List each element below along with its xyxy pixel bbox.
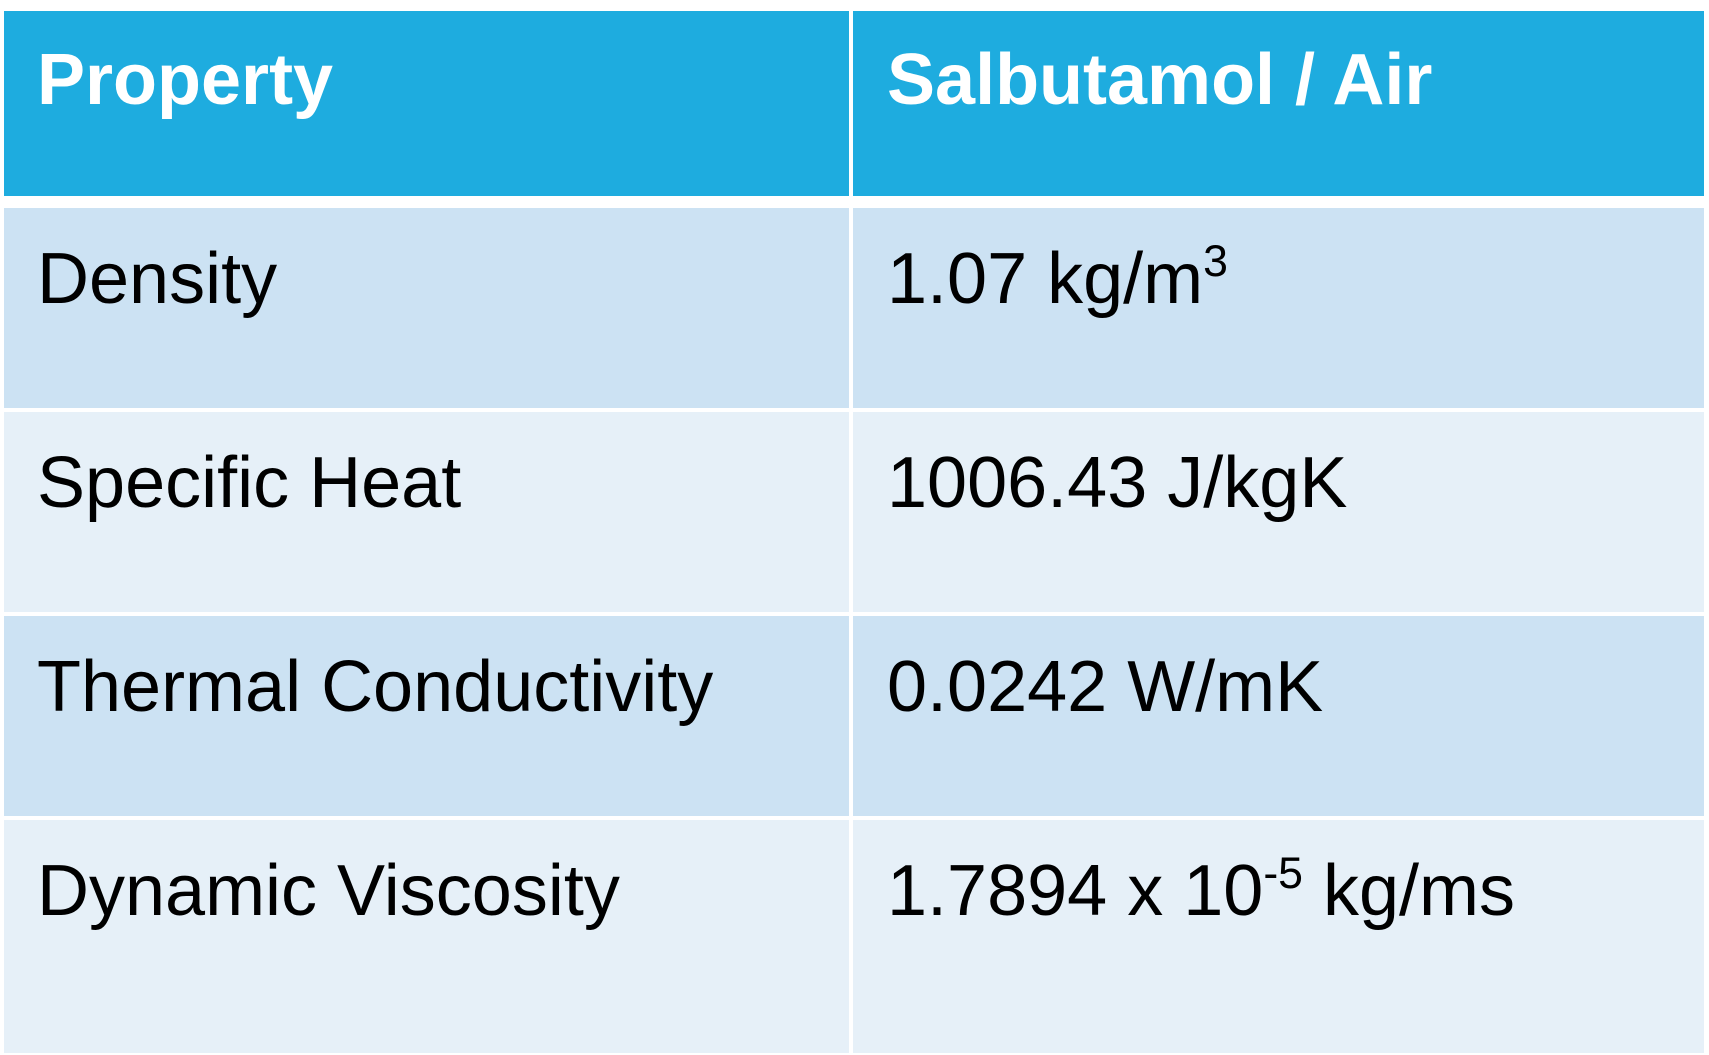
header-property: Property	[4, 11, 853, 208]
cell-value-specific-heat: 1006.43 J/kgK	[853, 412, 1704, 616]
value-superscript: 3	[1203, 236, 1228, 286]
value-base: 1006.43 J/kgK	[887, 443, 1348, 523]
value-base: 0.0242 W/mK	[887, 647, 1324, 727]
value-base: 1.7894 x 10	[887, 851, 1264, 931]
cell-property-density: Density	[4, 208, 853, 412]
cell-value-thermal-conductivity: 0.0242 W/mK	[853, 616, 1704, 820]
cell-property-thermal-conductivity: Thermal Conductivity	[4, 616, 853, 820]
cell-value-dynamic-viscosity: 1.7894 x 10-5 kg/ms	[853, 820, 1704, 1053]
value-tail: kg/ms	[1303, 851, 1516, 931]
cell-property-dynamic-viscosity: Dynamic Viscosity	[4, 820, 853, 1053]
cell-property-specific-heat: Specific Heat	[4, 412, 853, 616]
properties-table: Property Salbutamol / Air Density 1.07 k…	[4, 11, 1704, 1053]
value-base: 1.07 kg/m	[887, 239, 1204, 319]
cell-value-density: 1.07 kg/m3	[853, 208, 1704, 412]
header-salbutamol-air: Salbutamol / Air	[853, 11, 1704, 208]
value-superscript: -5	[1263, 848, 1303, 898]
